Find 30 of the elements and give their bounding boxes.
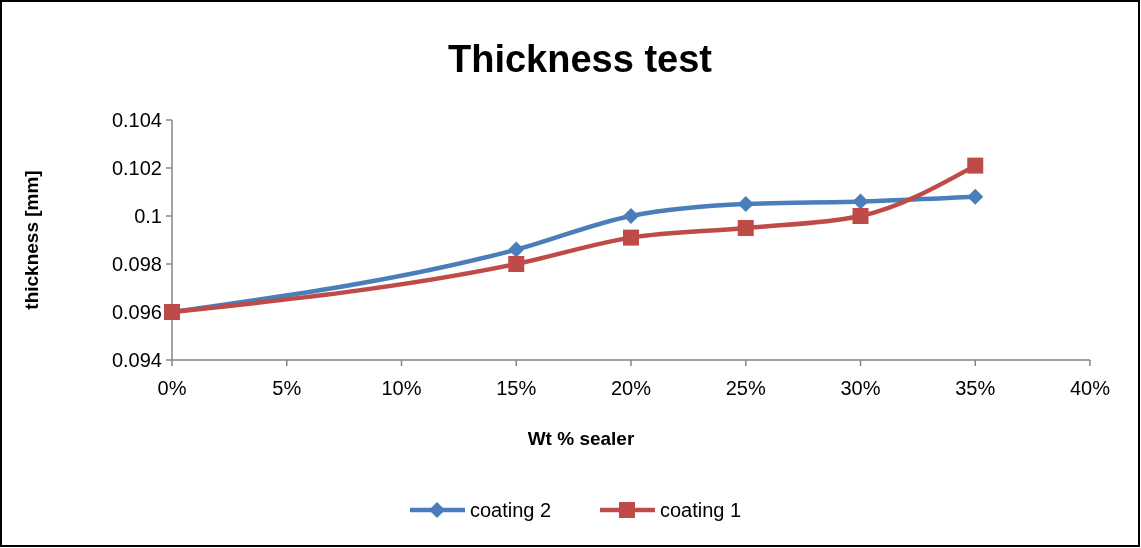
x-tick-label: 10% [381,377,422,399]
point [623,208,639,224]
point [852,193,869,210]
legend-label: coating 1 [660,499,742,521]
chart-title: Thickness test [448,38,713,80]
legend-label: coating 2 [470,499,552,521]
y-tick-label: 0.098 [111,253,162,275]
y-tick-label: 0.1 [134,205,162,227]
point [737,196,754,212]
point [852,208,869,224]
point [508,256,525,272]
x-axis-title: Wt % sealer [527,428,635,449]
y-tick-label: 0.102 [111,157,162,179]
x-tick-label: 35% [955,377,996,399]
x-tick-label: 0% [157,377,187,399]
point [967,188,984,205]
y-tick-label: 0.094 [111,349,162,371]
y-axis-title: thickness [mm] [21,170,42,310]
x-tick-label: 30% [840,377,881,399]
x-tick-label: 25% [725,377,766,399]
x-tick-label: 15% [496,377,537,399]
x-tick-label: 20% [610,377,652,399]
point [737,220,754,236]
y-tick-label: 0.096 [111,301,162,323]
point [508,241,525,258]
point [623,229,639,246]
point [967,157,984,174]
x-tick-label: 5% [272,377,302,399]
x-tick-label: 40% [1069,377,1111,399]
y-tick-label: 0.104 [111,109,162,131]
